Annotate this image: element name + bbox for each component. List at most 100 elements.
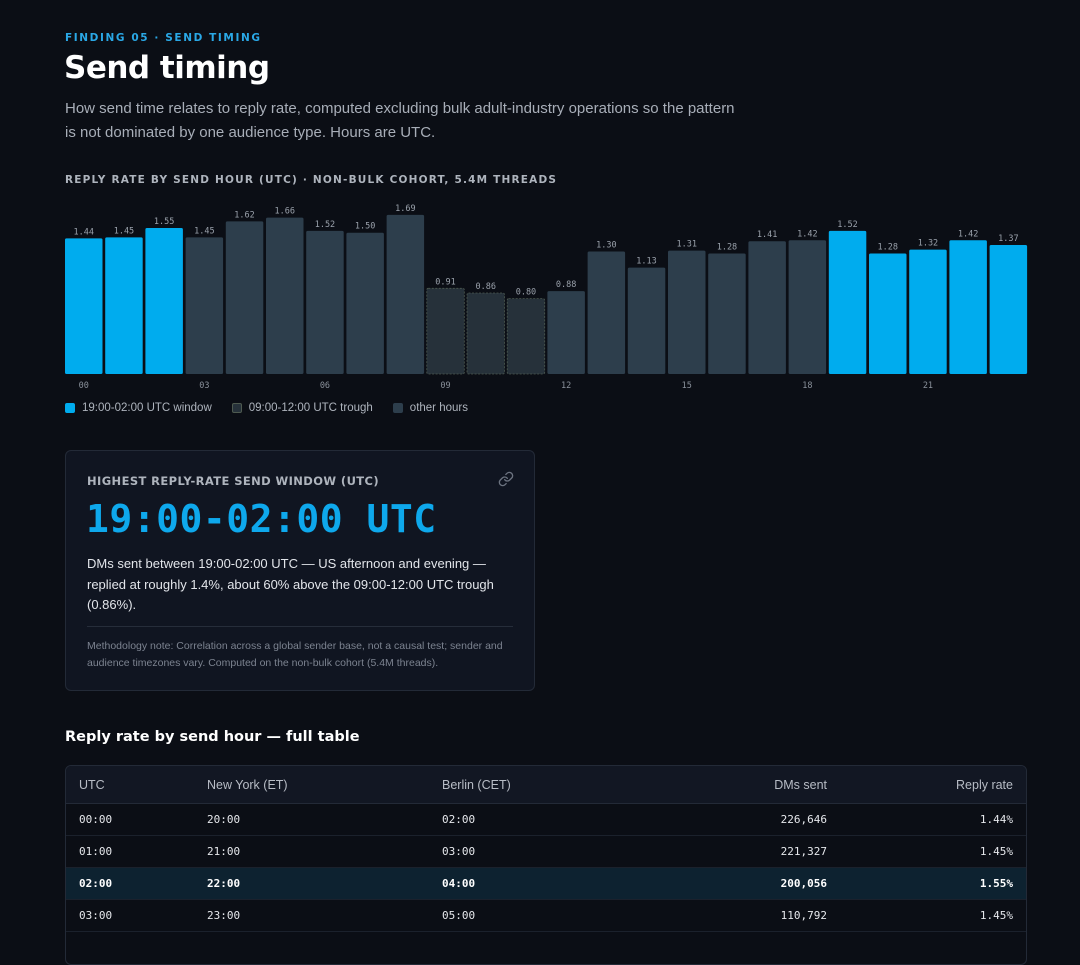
legend-swatch-other bbox=[392, 403, 403, 413]
legend-item-other: other hours bbox=[392, 402, 468, 414]
bar-hour-15 bbox=[668, 250, 706, 374]
card-description: DMs sent between 19:00-02:00 UTC — US af… bbox=[87, 556, 494, 612]
bar-hour-12 bbox=[547, 291, 585, 374]
column-header-new-york[interactable]: New York (ET) bbox=[194, 766, 429, 804]
bar-hour-14 bbox=[627, 267, 666, 374]
highest-window-value: 19:00-02:00 UTC bbox=[86, 497, 437, 541]
bar-value-label: 1.52 bbox=[837, 220, 857, 230]
cell-reply-rate: 1.45% bbox=[840, 835, 1026, 868]
bar-value-label: 1.32 bbox=[918, 239, 938, 249]
cell-reply-rate: 1.55% bbox=[840, 867, 1026, 900]
bar-value-label: 1.50 bbox=[355, 222, 375, 232]
bar-value-label: 0.91 bbox=[435, 277, 455, 287]
bar-value-label: 1.28 bbox=[717, 242, 737, 252]
cell-utc: 00:00 bbox=[66, 803, 194, 836]
bar-hour-06 bbox=[306, 230, 344, 374]
page-title: Send timing bbox=[64, 50, 270, 86]
bar-value-label: 1.44 bbox=[74, 227, 94, 237]
bar-hour-16 bbox=[708, 253, 746, 374]
legend-label-window: 19:00-02:00 UTC window bbox=[82, 402, 212, 414]
legend-item-window: 19:00-02:00 UTC window bbox=[65, 402, 212, 414]
table-row: 00:00 20:00 02:00 226,646 1.44% bbox=[66, 803, 1026, 836]
card-divider bbox=[87, 626, 513, 627]
legend-label-trough: 09:00-12:00 UTC trough bbox=[248, 402, 373, 414]
x-tick-label: 09 bbox=[440, 381, 450, 391]
bar-hour-00 bbox=[65, 238, 103, 374]
bar-hour-05 bbox=[266, 217, 304, 374]
legend-swatch-window bbox=[65, 403, 75, 413]
cell-reply-rate: 1.45% bbox=[840, 899, 1026, 932]
methodology-note: Methodology note: Correlation across a g… bbox=[87, 640, 503, 669]
bar-value-label: 1.41 bbox=[757, 230, 777, 240]
bar-value-label: 1.52 bbox=[315, 220, 335, 230]
cell-utc: 01:00 bbox=[66, 835, 194, 868]
chart-legend: 19:00-02:00 UTC window 09:00-12:00 UTC t… bbox=[65, 402, 468, 414]
bar-value-label: 0.80 bbox=[516, 288, 536, 298]
cell-reply-rate: 1.44% bbox=[840, 803, 1026, 836]
cell-utc: 03:00 bbox=[66, 899, 194, 932]
bar-hour-20 bbox=[869, 253, 907, 374]
bar-value-label: 1.30 bbox=[596, 241, 616, 251]
bar-hour-07 bbox=[346, 232, 384, 374]
bar-hour-03 bbox=[185, 237, 224, 374]
x-tick-label: 15 bbox=[682, 381, 692, 391]
bar-value-label: 0.86 bbox=[476, 282, 496, 292]
cell-berlin: 03:00 bbox=[429, 835, 619, 868]
table-title: Reply rate by send hour — full table bbox=[65, 729, 360, 745]
chart-caption: REPLY RATE BY SEND HOUR (UTC) · NON-BULK… bbox=[65, 174, 558, 186]
column-header-reply-rate[interactable]: Reply rate bbox=[840, 766, 1026, 804]
table-header-row: UTC New York (ET) Berlin (CET) DMs sent … bbox=[66, 766, 1026, 804]
bar-hour-11 bbox=[506, 298, 546, 375]
link-icon[interactable] bbox=[498, 471, 514, 487]
bar-value-label: 1.42 bbox=[797, 229, 817, 239]
reply-rate-bar-chart: 1.44 1.45 1.55 1.45 1.62 1.66 1.52 1.50 1.69 0.91… bbox=[65, 204, 1028, 391]
bar-value-label: 1.37 bbox=[998, 234, 1018, 244]
cell-dms-sent: 226,646 bbox=[619, 803, 840, 836]
bar-value-label: 1.28 bbox=[878, 242, 898, 252]
bar-hour-22 bbox=[949, 240, 987, 374]
x-tick-label: 21 bbox=[923, 381, 933, 391]
bar-value-label: 1.13 bbox=[636, 257, 656, 267]
highest-window-card: HIGHEST REPLY-RATE SEND WINDOW (UTC) 19:… bbox=[65, 450, 535, 691]
bar-hour-18 bbox=[788, 240, 827, 374]
bar-value-label: 1.69 bbox=[395, 204, 415, 214]
cell-berlin: 02:00 bbox=[429, 803, 619, 836]
cell-new-york: 20:00 bbox=[194, 803, 429, 836]
x-tick-label: 12 bbox=[561, 381, 571, 391]
table-row-highlighted: 02:00 22:00 04:00 200,056 1.55% bbox=[66, 867, 1026, 900]
cell-dms-sent: 110,792 bbox=[619, 899, 840, 932]
column-header-utc[interactable]: UTC bbox=[66, 766, 194, 804]
table-row: 01:00 21:00 03:00 221,327 1.45% bbox=[66, 835, 1026, 868]
bar-hour-17 bbox=[748, 241, 786, 374]
card-label: HIGHEST REPLY-RATE SEND WINDOW (UTC) bbox=[87, 474, 380, 488]
bar-value-label: 1.66 bbox=[275, 207, 295, 217]
column-header-berlin[interactable]: Berlin (CET) bbox=[429, 766, 619, 804]
legend-item-trough: 09:00-12:00 UTC trough bbox=[231, 402, 373, 414]
bar-hour-01 bbox=[105, 237, 143, 374]
bar-value-label: 1.62 bbox=[234, 210, 254, 220]
bar-value-label: 1.45 bbox=[194, 226, 214, 236]
x-tick-label: 03 bbox=[199, 381, 209, 391]
bar-value-label: 1.42 bbox=[958, 229, 978, 239]
bar-value-label: 0.88 bbox=[556, 280, 576, 290]
cell-new-york: 21:00 bbox=[194, 835, 429, 868]
page-subtitle: How send time relates to reply rate, com… bbox=[65, 100, 735, 141]
legend-label-other: other hours bbox=[409, 402, 468, 414]
x-tick-label: 06 bbox=[320, 381, 330, 391]
bar-value-label: 1.31 bbox=[677, 240, 697, 250]
bar-hour-04 bbox=[225, 221, 264, 374]
bar-hour-02 bbox=[145, 228, 183, 374]
table-row: 03:00 23:00 05:00 110,792 1.45% bbox=[66, 899, 1026, 932]
bar-hour-08 bbox=[386, 214, 425, 374]
cell-dms-sent: 200,056 bbox=[619, 867, 840, 900]
bar-hour-09 bbox=[426, 287, 465, 375]
column-header-dms-sent[interactable]: DMs sent bbox=[619, 766, 840, 804]
x-tick-label: 00 bbox=[79, 381, 89, 391]
bar-hour-23 bbox=[989, 244, 1028, 374]
x-tick-label: 18 bbox=[802, 381, 812, 391]
bar-value-label: 1.45 bbox=[114, 226, 134, 236]
legend-swatch-trough bbox=[231, 403, 242, 413]
reply-rate-table: UTC New York (ET) Berlin (CET) DMs sent … bbox=[65, 765, 1027, 965]
section-eyebrow: FINDING 05 · SEND TIMING bbox=[65, 32, 262, 44]
bar-hour-19 bbox=[828, 230, 867, 374]
